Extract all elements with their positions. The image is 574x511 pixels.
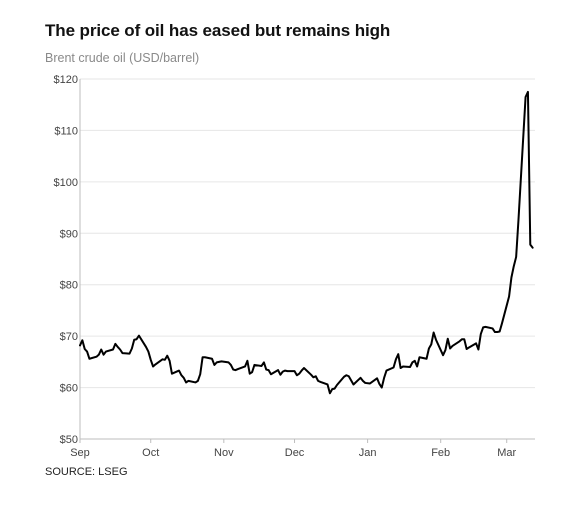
y-tick-label: $80 [60, 280, 78, 292]
x-tick-label: Mar [497, 447, 516, 459]
y-tick-label: $110 [54, 125, 78, 137]
axes [79, 79, 535, 443]
y-tick-label: $70 [60, 331, 78, 343]
x-tick-label: Oct [142, 447, 159, 459]
y-tick-label: $60 [60, 383, 78, 395]
x-tick-label: Sep [70, 447, 90, 459]
x-axis-tick-labels: Sep Oct Nov Dec Jan Feb Mar [70, 447, 516, 459]
y-tick-label: $90 [60, 228, 78, 240]
source-note: SOURCE: LSEG [45, 466, 128, 478]
x-tick-label: Jan [359, 447, 377, 459]
series [79, 90, 534, 395]
y-axis-tick-labels: $50 $60 $70 $80 $90 $100 $110 $120 [54, 74, 78, 446]
chart-title: The price of oil has eased but remains h… [45, 21, 391, 40]
y-tick-label: $50 [60, 434, 78, 446]
y-tick-label: $120 [54, 74, 78, 86]
series-line [79, 90, 534, 395]
y-tick-label: $100 [54, 177, 78, 189]
x-tick-label: Dec [285, 447, 305, 459]
x-tick-label: Feb [431, 447, 450, 459]
chart-subtitle: Brent crude oil (USD/barrel) [45, 51, 200, 65]
x-tick-label: Nov [214, 447, 234, 459]
gridlines [80, 78, 535, 389]
